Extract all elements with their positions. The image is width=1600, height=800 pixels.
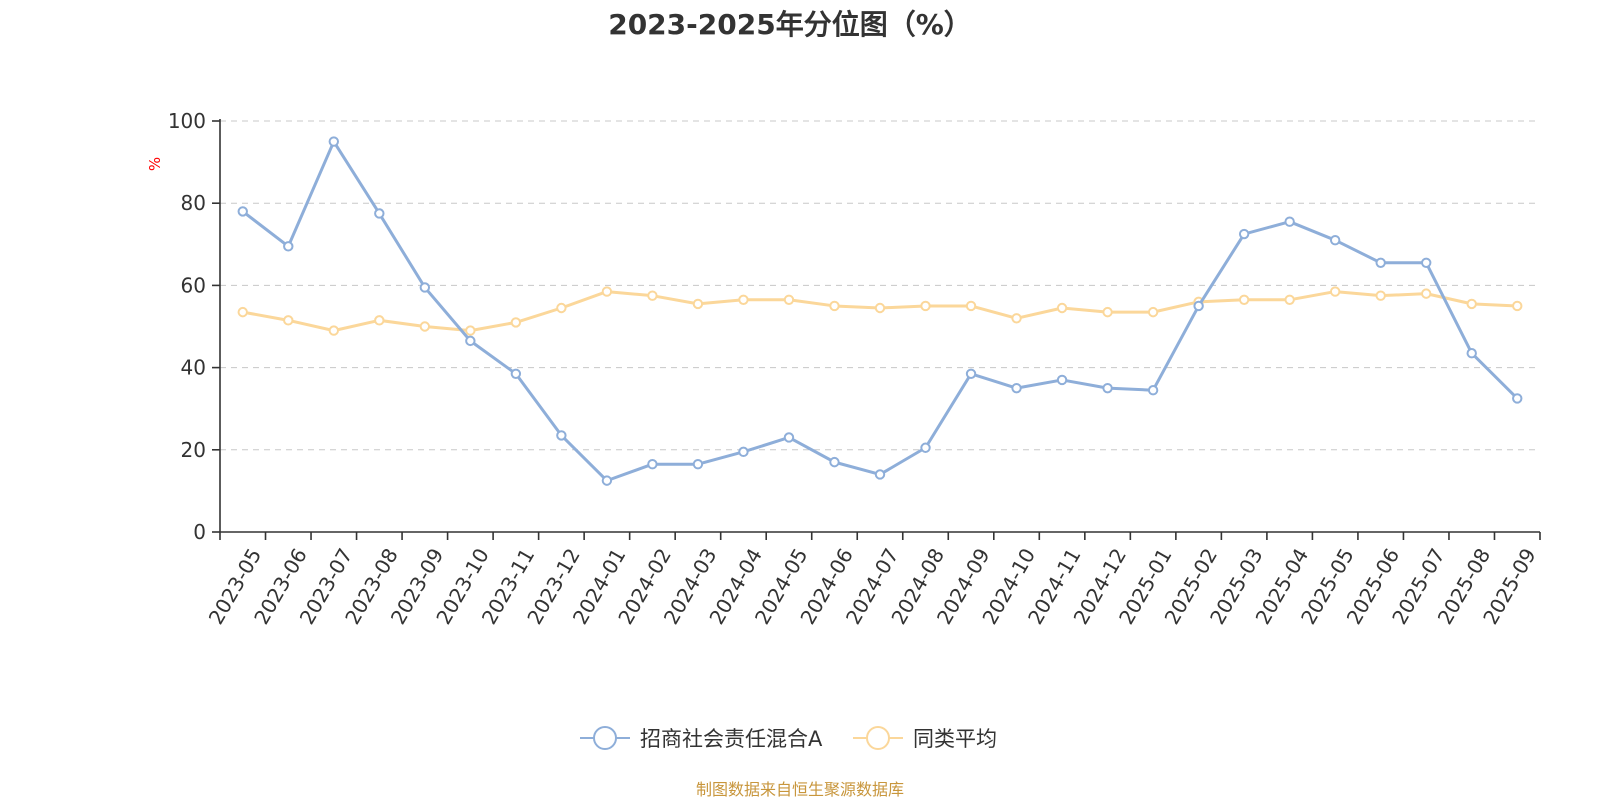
- data-point[interactable]: [1329, 234, 1341, 246]
- data-point[interactable]: [419, 282, 431, 293]
- data-point[interactable]: [1375, 257, 1386, 268]
- legend[interactable]: 招商社会责任混合A 同类平均: [580, 726, 997, 751]
- data-point[interactable]: [283, 315, 294, 326]
- data-point[interactable]: [1421, 257, 1432, 268]
- data-point[interactable]: [510, 317, 522, 328]
- data-point[interactable]: [647, 458, 658, 470]
- data-point[interactable]: [1193, 300, 1204, 312]
- data-point[interactable]: [374, 315, 385, 326]
- data-point[interactable]: [1466, 298, 1477, 310]
- data-point[interactable]: [692, 458, 704, 470]
- data-point[interactable]: [465, 325, 476, 336]
- series-0: [237, 136, 1523, 486]
- data-point[interactable]: [738, 294, 749, 305]
- y-tick-label: 20: [181, 438, 206, 462]
- y-tick-label: 80: [181, 191, 206, 215]
- y-tick-label: 0: [193, 520, 206, 544]
- data-point[interactable]: [1375, 290, 1386, 301]
- data-point[interactable]: [1512, 300, 1523, 312]
- series-1: [237, 286, 1523, 336]
- data-point[interactable]: [237, 306, 248, 318]
- data-point[interactable]: [1284, 216, 1295, 227]
- data-point[interactable]: [556, 302, 567, 314]
- data-point[interactable]: [1011, 313, 1022, 324]
- legend-marker: [866, 726, 890, 750]
- data-point[interactable]: [1056, 374, 1068, 386]
- data-point[interactable]: [374, 208, 385, 219]
- data-point[interactable]: [783, 432, 795, 443]
- y-tick-label: 60: [181, 273, 206, 297]
- data-point[interactable]: [601, 475, 613, 486]
- data-point[interactable]: [1238, 294, 1250, 305]
- data-point[interactable]: [738, 446, 749, 458]
- data-point[interactable]: [328, 136, 339, 147]
- data-point[interactable]: [1512, 393, 1523, 404]
- data-point[interactable]: [556, 430, 567, 441]
- data-point[interactable]: [965, 368, 977, 379]
- data-point[interactable]: [1421, 288, 1432, 299]
- data-point[interactable]: [1238, 228, 1250, 240]
- data-point[interactable]: [419, 321, 431, 332]
- legend-item-1[interactable]: 同类平均: [853, 726, 997, 751]
- data-point[interactable]: [692, 298, 704, 310]
- data-point[interactable]: [1102, 382, 1113, 394]
- data-point[interactable]: [283, 241, 294, 252]
- legend-label: 招商社会责任混合A: [640, 727, 823, 751]
- data-point[interactable]: [874, 302, 886, 314]
- legend-label: 同类平均: [913, 727, 997, 751]
- data-point[interactable]: [237, 206, 248, 217]
- data-point[interactable]: [601, 286, 613, 297]
- data-point[interactable]: [647, 290, 658, 301]
- data-point[interactable]: [1466, 348, 1477, 359]
- data-point[interactable]: [1056, 302, 1068, 314]
- data-point[interactable]: [920, 300, 931, 312]
- data-point[interactable]: [1284, 294, 1295, 305]
- series-lines: [237, 136, 1523, 486]
- chart-title: 2023-2025年分位图（%）: [608, 8, 972, 41]
- data-point[interactable]: [829, 300, 840, 312]
- data-point[interactable]: [465, 335, 476, 347]
- y-tick-label: 40: [181, 356, 206, 380]
- legend-item-0[interactable]: 招商社会责任混合A: [580, 726, 823, 751]
- legend-marker: [593, 726, 617, 750]
- data-point[interactable]: [1329, 286, 1341, 297]
- y-axis-unit-label: %: [146, 157, 164, 171]
- data-point[interactable]: [1147, 385, 1159, 396]
- axes: 0204060801002023-052023-062023-072023-08…: [168, 109, 1541, 628]
- data-point[interactable]: [965, 300, 977, 312]
- data-point[interactable]: [874, 469, 886, 480]
- data-point[interactable]: [829, 456, 840, 468]
- data-point[interactable]: [1011, 382, 1022, 394]
- data-point[interactable]: [783, 294, 795, 305]
- data-source-footer: 制图数据来自恒生聚源数据库: [696, 780, 904, 799]
- data-point[interactable]: [1102, 306, 1113, 318]
- data-point[interactable]: [328, 325, 339, 336]
- grid-lines: [220, 120, 1540, 451]
- data-point[interactable]: [920, 442, 931, 453]
- y-tick-label: 100: [168, 109, 206, 133]
- data-point[interactable]: [510, 368, 522, 379]
- data-point[interactable]: [1147, 306, 1159, 318]
